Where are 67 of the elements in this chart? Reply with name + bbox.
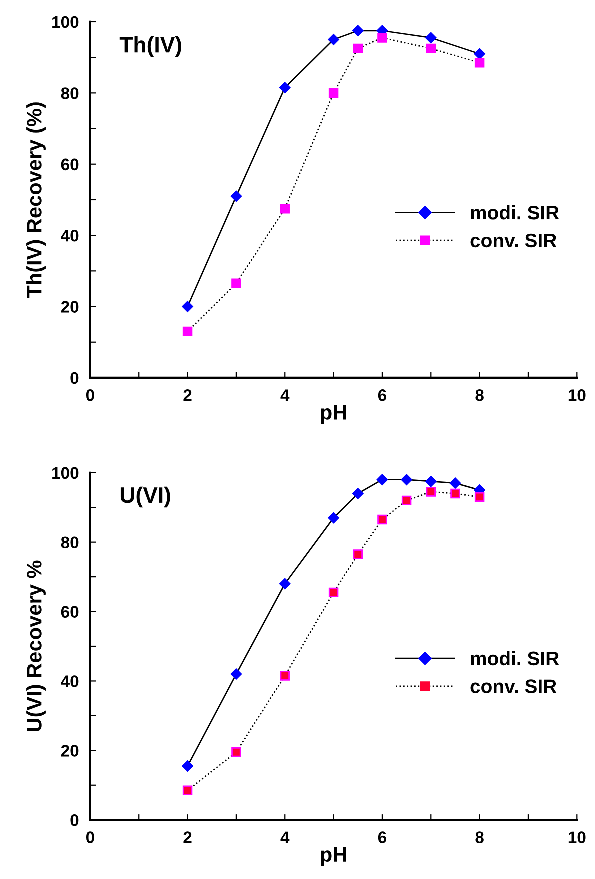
x-axis-title: pH xyxy=(321,848,346,866)
point xyxy=(328,588,339,598)
point xyxy=(182,301,194,312)
point xyxy=(182,786,193,796)
point xyxy=(401,474,412,486)
point xyxy=(402,496,412,506)
legend-label: conv. SIR xyxy=(470,234,557,248)
y-tick-label: 60 xyxy=(61,606,79,618)
x-tick-label: 0 xyxy=(86,832,94,844)
y-tick-label: 20 xyxy=(61,301,79,313)
x-axis-title: pH xyxy=(321,405,346,424)
y-tick-label: 0 xyxy=(70,372,79,384)
y-axis-title: Th(IV) Recovery (%) xyxy=(26,102,46,298)
y-tick-label: 0 xyxy=(70,814,79,826)
y-tick-label: 80 xyxy=(61,536,79,549)
point xyxy=(280,671,290,681)
point xyxy=(280,204,290,214)
y-tick-label: 100 xyxy=(52,16,79,28)
x-tick-label: 4 xyxy=(280,832,290,844)
legend-label: modi. SIR xyxy=(471,651,560,666)
point xyxy=(353,44,363,54)
y-tick-label: 80 xyxy=(61,88,79,100)
point xyxy=(474,492,485,502)
y-tick-label: 100 xyxy=(52,467,79,480)
point xyxy=(328,34,340,46)
x-tick-label: 4 xyxy=(280,390,290,402)
point xyxy=(232,748,242,758)
x-tick-label: 8 xyxy=(476,832,484,844)
x-tick-label: 6 xyxy=(378,832,386,844)
x-tick-label: 8 xyxy=(476,390,484,402)
x-tick-label: 10 xyxy=(568,832,586,844)
point xyxy=(182,760,194,772)
point xyxy=(232,278,242,288)
point xyxy=(230,190,242,202)
point xyxy=(353,550,363,560)
point xyxy=(426,44,436,54)
point xyxy=(450,478,462,489)
point xyxy=(426,476,437,488)
point xyxy=(328,512,340,524)
y-axis-title: U(VI) Recovery % xyxy=(26,560,46,732)
x-tick-label: 6 xyxy=(378,390,386,402)
point xyxy=(378,33,388,43)
point xyxy=(378,514,388,525)
point xyxy=(450,488,460,499)
y-tick-label: 20 xyxy=(61,745,79,757)
x-tick-label: 0 xyxy=(86,390,94,402)
point xyxy=(280,82,291,94)
point xyxy=(328,88,339,98)
point xyxy=(426,32,437,44)
y-tick-label: 60 xyxy=(61,158,79,171)
x-tick-label: 10 xyxy=(568,390,586,402)
y-tick-label: 40 xyxy=(61,676,79,688)
legend-label: modi. SIR xyxy=(471,205,560,220)
legend-label: conv. SIR xyxy=(470,680,557,694)
point xyxy=(182,326,193,337)
text: U(VI) xyxy=(120,486,170,508)
x-tick-label: 2 xyxy=(184,832,192,844)
text: Th(IV) xyxy=(120,36,182,58)
point xyxy=(352,25,364,36)
x-tick-label: 2 xyxy=(184,390,192,402)
point xyxy=(280,578,291,590)
point xyxy=(376,474,388,486)
point xyxy=(352,488,364,500)
point xyxy=(474,58,485,68)
y-tick-label: 40 xyxy=(61,230,79,242)
point xyxy=(426,487,436,497)
point xyxy=(230,668,242,680)
